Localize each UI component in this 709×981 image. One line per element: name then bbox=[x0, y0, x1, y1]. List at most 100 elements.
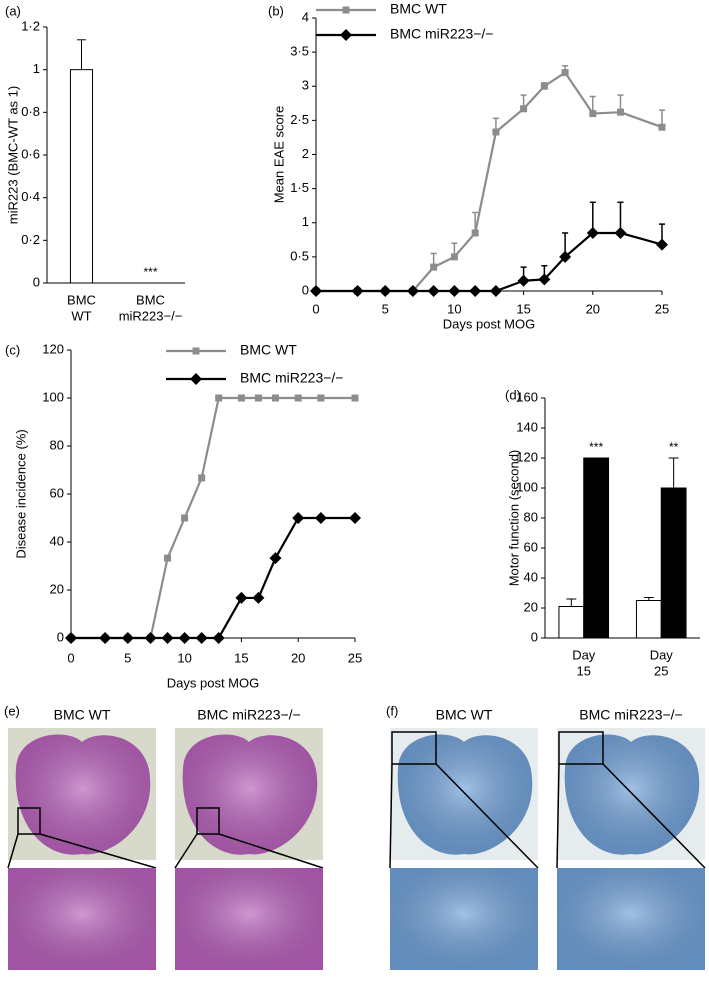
x-tick-label: Day bbox=[650, 647, 674, 662]
marker bbox=[198, 474, 206, 482]
legend-marker bbox=[342, 6, 350, 14]
y-tick-label: 3 bbox=[302, 78, 309, 93]
series-line bbox=[71, 516, 355, 640]
marker bbox=[271, 394, 279, 402]
marker bbox=[269, 552, 282, 565]
marker bbox=[235, 591, 248, 604]
panel-label: (d) bbox=[505, 387, 521, 402]
x-tick-label: BMC bbox=[67, 292, 96, 307]
x-tick-label: 5 bbox=[124, 650, 131, 665]
marker bbox=[252, 591, 265, 604]
column-title: BMC miR223−/− bbox=[579, 707, 682, 723]
bar bbox=[635, 600, 662, 639]
x-tick-label: 0 bbox=[312, 301, 319, 316]
y-tick-label: 0 bbox=[531, 629, 538, 644]
marker bbox=[237, 394, 245, 402]
marker bbox=[215, 394, 223, 402]
marker bbox=[161, 632, 174, 644]
zoom-box bbox=[391, 731, 437, 765]
panel-label: (a) bbox=[5, 3, 21, 18]
legend-label: BMC WT bbox=[240, 342, 297, 358]
y-tick-label: 0·8 bbox=[21, 104, 40, 119]
x-tick-label: WT bbox=[71, 308, 91, 323]
marker bbox=[616, 108, 624, 116]
zoom-line bbox=[435, 763, 539, 869]
bar bbox=[69, 69, 94, 284]
marker bbox=[471, 229, 479, 237]
y-tick-label: 140 bbox=[516, 419, 538, 434]
legend-marker bbox=[340, 29, 352, 41]
zoom-line bbox=[39, 833, 157, 869]
marker bbox=[520, 105, 528, 113]
marker bbox=[427, 285, 440, 297]
marker bbox=[517, 274, 530, 287]
marker bbox=[121, 632, 134, 644]
legend-label: BMC miR223−/− bbox=[390, 26, 493, 42]
zoom-line bbox=[602, 763, 706, 869]
x-tick-label: 15 bbox=[234, 650, 248, 665]
y-tick-label: 1·2 bbox=[21, 18, 40, 33]
y-tick-label: 0 bbox=[33, 274, 40, 289]
x-tick-label: 25 bbox=[654, 663, 668, 678]
y-tick-label: 0·6 bbox=[21, 146, 40, 161]
y-tick-label: 80 bbox=[524, 509, 538, 524]
marker bbox=[430, 263, 438, 271]
y-tick-label: 100 bbox=[42, 389, 64, 404]
marker bbox=[351, 285, 364, 297]
tissue-shade bbox=[182, 734, 318, 855]
y-tick-label: 1 bbox=[302, 214, 309, 229]
bar bbox=[558, 606, 585, 639]
significance: ** bbox=[669, 440, 679, 454]
marker bbox=[540, 82, 548, 90]
y-tick-label: 40 bbox=[524, 569, 538, 584]
marker bbox=[178, 632, 191, 644]
y-tick-label: 120 bbox=[42, 341, 64, 356]
marker bbox=[181, 514, 189, 522]
zoom-box bbox=[558, 731, 604, 765]
marker bbox=[254, 394, 262, 402]
x-tick-label: BMC bbox=[136, 292, 165, 307]
panel-label: (f) bbox=[386, 703, 398, 718]
marker bbox=[658, 123, 666, 131]
zoom-shade bbox=[557, 868, 705, 970]
bar bbox=[583, 457, 610, 639]
marker bbox=[212, 632, 225, 644]
zoom-line bbox=[218, 833, 324, 869]
marker bbox=[314, 512, 327, 524]
y-tick-label: 120 bbox=[516, 449, 538, 464]
y-tick-label: 60 bbox=[50, 485, 64, 500]
y-tick-label: 2 bbox=[302, 146, 309, 161]
marker bbox=[99, 632, 112, 644]
panel-label: (b) bbox=[268, 3, 284, 18]
y-tick-label: 3·5 bbox=[290, 44, 309, 59]
tissue-shade bbox=[15, 734, 151, 855]
marker bbox=[317, 394, 325, 402]
y-tick-label: 60 bbox=[524, 539, 538, 554]
y-tick-label: 80 bbox=[50, 437, 64, 452]
zoom-line bbox=[556, 763, 560, 869]
zoom-shade bbox=[175, 868, 323, 970]
series-line bbox=[316, 71, 663, 293]
y-tick-label: 1 bbox=[33, 61, 40, 76]
x-tick-label: 20 bbox=[586, 301, 600, 316]
marker bbox=[310, 285, 322, 297]
legend-label: BMC WT bbox=[390, 1, 447, 17]
marker bbox=[349, 512, 361, 524]
bar bbox=[660, 487, 687, 639]
marker bbox=[448, 285, 461, 297]
marker bbox=[586, 226, 599, 239]
marker bbox=[656, 238, 668, 251]
marker bbox=[351, 394, 359, 402]
marker bbox=[164, 554, 172, 562]
y-tick-label: 1·5 bbox=[290, 180, 309, 195]
marker bbox=[492, 128, 500, 136]
zoom-line bbox=[174, 833, 198, 869]
marker bbox=[195, 632, 208, 644]
zoom-shade bbox=[8, 868, 156, 970]
marker bbox=[538, 273, 551, 286]
marker bbox=[144, 632, 157, 644]
marker bbox=[489, 285, 502, 297]
column-title: BMC miR223−/− bbox=[197, 707, 300, 723]
panel-label: (c) bbox=[5, 342, 20, 357]
